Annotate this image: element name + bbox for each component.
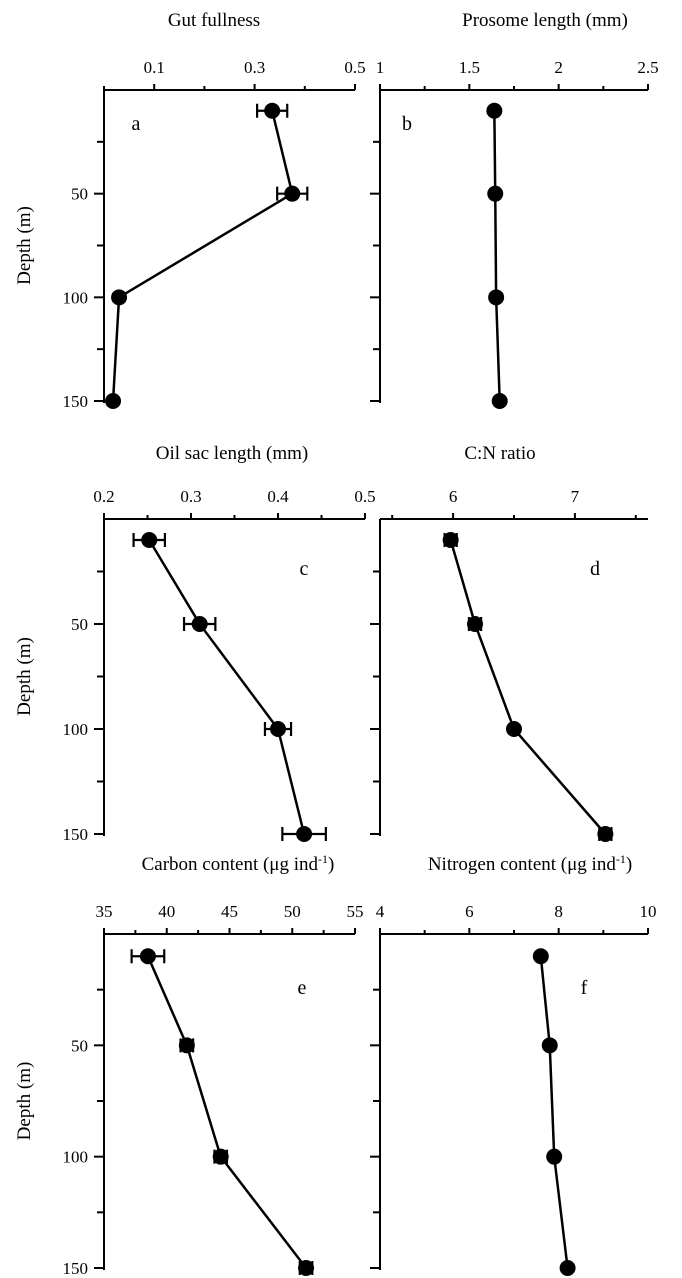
panel-a-data-point xyxy=(105,393,122,409)
panel-f-x-tick-label: 10 xyxy=(640,902,657,921)
panel-c-y-tick-label: 100 xyxy=(63,720,89,739)
panel-e-data-point xyxy=(139,948,156,965)
panel-a-y-tick-label: 50 xyxy=(71,185,88,204)
panel-c-y-tick-label: 50 xyxy=(71,615,88,634)
panel-f-x-tick-label: 6 xyxy=(465,902,474,921)
panel-a-y-tick-label: 100 xyxy=(63,288,89,307)
panel-a-label: a xyxy=(132,113,141,135)
panel-e-data-point xyxy=(212,1148,229,1165)
panel-b-data-point xyxy=(488,289,505,306)
panel-d-x-tick-label: 7 xyxy=(571,487,580,506)
panel-f-data-point xyxy=(541,1037,558,1054)
panel-f-data-point xyxy=(546,1148,563,1165)
panel-b-x-tick-label: 1 xyxy=(376,58,385,77)
panel-d-data-point xyxy=(467,616,484,632)
panel-e-data-point xyxy=(298,1260,315,1276)
panel-a-x-tick-label: 0.1 xyxy=(144,58,165,77)
panel-b-series-line xyxy=(493,110,501,402)
panel-b-data-point xyxy=(487,185,504,202)
panel-c-y-tick-label: 150 xyxy=(63,825,89,844)
panel-e-y-tick-label: 150 xyxy=(63,1259,89,1278)
panel-c-label: c xyxy=(300,558,309,580)
panel-f-x-tick-label: 4 xyxy=(376,902,385,921)
panel-f-data-point xyxy=(532,948,549,965)
panel-b-data-point xyxy=(491,393,508,409)
panel-e-x-tick-label: 35 xyxy=(96,902,113,921)
panel-e-y-tick-label: 100 xyxy=(63,1148,89,1167)
panel-e-x-axis-title: Carbon content (μg ind-1) xyxy=(142,852,335,875)
panel-b-x-axis-title: Prosome length (mm) xyxy=(462,10,628,31)
panel-d-label: d xyxy=(590,558,600,580)
panel-a-x-tick-label: 0.3 xyxy=(244,58,265,77)
panel-a-series-line xyxy=(111,110,294,402)
panel-e-y-tick-label: 50 xyxy=(71,1036,88,1055)
panel-b-x-tick-label: 2.5 xyxy=(637,58,658,77)
panel-c-data-point xyxy=(191,616,208,632)
panel-c-x-tick-label: 0.4 xyxy=(267,487,289,506)
panel-b-x-tick-label: 1.5 xyxy=(459,58,480,77)
panel-c-x-tick-label: 0.5 xyxy=(354,487,375,506)
panel-d-series-line xyxy=(449,539,607,835)
panel-d-data-point xyxy=(597,826,614,842)
panel-a-y-tick-label: 150 xyxy=(63,392,89,411)
panel-f-x-axis-title: Nitrogen content (μg ind-1) xyxy=(428,852,632,875)
panel-d-x-tick-label: 6 xyxy=(449,487,458,506)
panel-c-x-tick-label: 0.2 xyxy=(93,487,114,506)
panel-e-series-line xyxy=(146,955,308,1269)
panel-f-data-point xyxy=(559,1260,576,1276)
panel-a-y-axis-title: Depth (m) xyxy=(14,206,35,285)
panel-c-data-point xyxy=(270,721,286,737)
panel-a-data-point xyxy=(111,289,128,306)
panel-b-label: b xyxy=(402,113,412,135)
panel-f-label: f xyxy=(581,977,588,999)
panel-d-x-axis-title: C:N ratio xyxy=(464,443,535,464)
panel-c-data-point xyxy=(141,532,158,548)
panel-e-x-tick-label: 50 xyxy=(284,902,301,921)
panel-b-x-tick-label: 2 xyxy=(554,58,563,77)
panel-a-x-axis-title: Gut fullness xyxy=(168,10,260,31)
panel-c-x-axis-title: Oil sac length (mm) xyxy=(156,443,309,464)
panel-d-data-point xyxy=(506,721,522,737)
panel-e-y-axis-title: Depth (m) xyxy=(14,1062,35,1141)
panel-e-label: e xyxy=(298,977,307,999)
panel-e-x-tick-label: 40 xyxy=(158,902,175,921)
panel-e-data-point xyxy=(178,1037,195,1054)
panel-d-data-point xyxy=(442,532,459,548)
panel-b-data-point xyxy=(486,102,503,119)
panel-e-x-tick-label: 55 xyxy=(347,902,364,921)
panel-a-data-point xyxy=(284,185,301,202)
panel-c-x-tick-label: 0.3 xyxy=(180,487,201,506)
panel-a-x-tick-label: 0.5 xyxy=(344,58,365,77)
panel-f-series-line xyxy=(539,956,569,1269)
panel-e-x-tick-label: 45 xyxy=(221,902,238,921)
panel-c-y-axis-title: Depth (m) xyxy=(14,637,35,716)
panel-c-data-point xyxy=(296,826,313,842)
panel-a-data-point xyxy=(264,102,281,119)
panel-f-x-tick-label: 8 xyxy=(554,902,563,921)
panel-c-series-line xyxy=(148,539,306,835)
